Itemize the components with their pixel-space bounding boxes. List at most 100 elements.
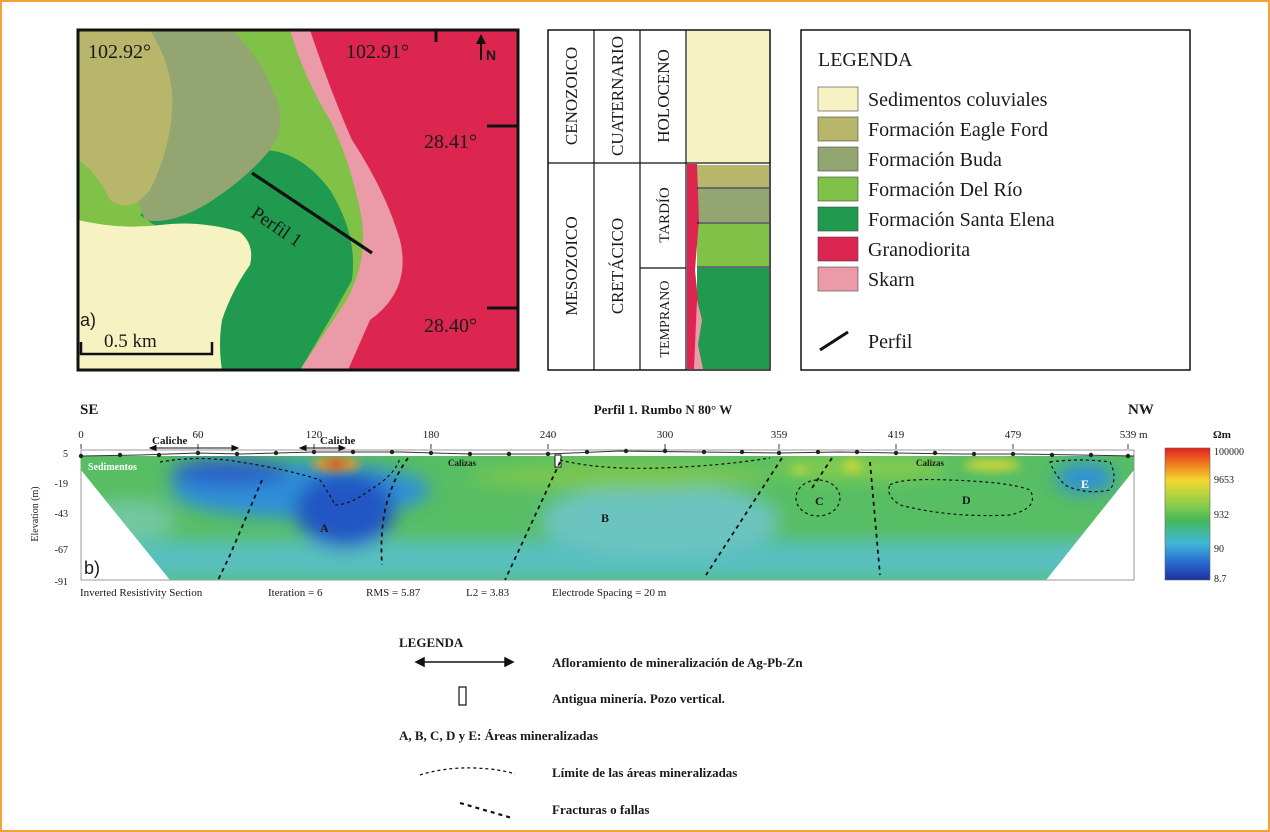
svg-text:RMS = 5.87: RMS = 5.87 (366, 587, 421, 599)
label-caliche-2: Caliche (320, 435, 356, 447)
dashed-boundary-icon (419, 767, 516, 776)
svg-text:120: 120 (306, 429, 323, 441)
svg-text:932: 932 (1214, 510, 1229, 521)
svg-text:90: 90 (1214, 544, 1224, 555)
bottom-legend-outcrop: Afloramiento de mineralización de Ag-Pb-… (552, 655, 803, 670)
section-surface (80, 450, 1135, 457)
section-panel-letter: b) (84, 558, 100, 578)
svg-text:-19: -19 (55, 479, 68, 490)
colorbar (1164, 447, 1211, 581)
svg-text:100000: 100000 (1214, 447, 1244, 458)
svg-text:-43: -43 (55, 509, 68, 520)
profile-line (251, 171, 373, 255)
map-coord-lat-top: 28.41° (424, 131, 477, 153)
strat-era-bottom: MESOZOICO (562, 216, 581, 315)
fractures (217, 457, 881, 581)
area-boundaries (159, 457, 1115, 517)
map-sedimentos (78, 220, 252, 370)
legend-item-buda: Formación Buda (868, 149, 1002, 171)
colorbar-unit: Ωm (1213, 429, 1231, 441)
area-label-c: C (815, 494, 824, 508)
north-label: N (486, 47, 496, 63)
north-arrow-icon (476, 34, 486, 60)
section-footer: Inverted Resistivity Section Iteration =… (80, 587, 667, 599)
svg-text:180: 180 (423, 429, 440, 441)
svg-text:0: 0 (78, 429, 84, 441)
area-label-a: A (320, 521, 329, 535)
mine-shaft-icon (554, 454, 562, 468)
section-y-ticks: 5 -19 -43 -67 -91 (55, 449, 68, 588)
section-x-ticks: 0 60 120 180 240 300 359 419 479 539 m (78, 429, 1148, 441)
section-dir-right: NW (1128, 402, 1154, 418)
strat-epoch-early: TEMPRANO (658, 280, 673, 357)
double-arrow-icon (414, 656, 515, 668)
svg-text:Inverted Resistivity Section: Inverted Resistivity Section (80, 587, 203, 599)
svg-text:8.7: 8.7 (1214, 574, 1227, 585)
svg-text:Iteration = 6: Iteration = 6 (268, 587, 323, 599)
legend-item-santa-elena: Formación Santa Elena (868, 209, 1055, 231)
svg-text:479: 479 (1005, 429, 1022, 441)
map-coord-lon-left: 102.92° (88, 41, 151, 63)
strat-column (547, 29, 771, 371)
map-coord-lat-bottom: 28.40° (424, 315, 477, 337)
area-label-e: E (1081, 477, 1089, 491)
legend-item-sedimentos: Sedimentos coluviales (868, 89, 1048, 111)
strat-period-top: CUATERNARIO (608, 36, 627, 156)
legend-profile-line-icon (819, 330, 849, 352)
map-ticks (434, 30, 518, 310)
legend-swatches (817, 86, 859, 292)
section-dir-left: SE (80, 402, 98, 418)
label-calizas-2: Calizas (916, 458, 944, 468)
svg-text:L2 = 3.83: L2 = 3.83 (466, 587, 510, 599)
bottom-legend-title: LEGENDA (399, 635, 464, 650)
bottom-legend-shaft: Antigua minería. Pozo vertical. (552, 691, 725, 706)
svg-text:60: 60 (193, 429, 205, 441)
legend-item-eagle-ford: Formación Eagle Ford (868, 119, 1048, 141)
legend-item-del-rio: Formación Del Río (868, 179, 1022, 201)
strat-era-top: CENOZOICO (562, 47, 581, 145)
legend-item-perfil: Perfil (868, 331, 913, 353)
scale-bar (79, 342, 214, 356)
svg-text:240: 240 (540, 429, 557, 441)
scale-label: 0.5 km (104, 331, 157, 352)
outcrop-arrows (148, 444, 347, 452)
svg-text:359: 359 (771, 429, 788, 441)
label-sedimentos: Sedimentos (88, 462, 137, 473)
section-ylabel: Elevation (m) (30, 486, 41, 541)
shaft-legend-icon (458, 686, 467, 706)
svg-text:-67: -67 (55, 545, 68, 556)
label-caliche-1: Caliche (152, 435, 188, 447)
svg-text:m: m (1139, 429, 1148, 441)
legend-title: LEGENDA (818, 49, 913, 71)
legend-item-granodiorita: Granodiorita (868, 239, 970, 261)
fault-icon (459, 801, 513, 820)
bottom-legend-faults: Fracturas o fallas (552, 802, 649, 817)
svg-text:9653: 9653 (1214, 475, 1234, 486)
colorbar-ticks: 100000 9653 932 90 8.7 (1214, 447, 1244, 585)
legend-item-skarn: Skarn (868, 269, 915, 291)
bottom-legend-areas: A, B, C, D y E: Áreas mineralizadas (399, 728, 598, 743)
map-eagle-ford (78, 30, 173, 206)
map-coord-lon-right: 102.91° (346, 41, 409, 63)
svg-text:5: 5 (63, 449, 68, 460)
svg-text:-91: -91 (55, 577, 68, 588)
electrodes (78, 448, 1131, 459)
strat-epoch-late: TARDÍO (656, 187, 673, 243)
resistivity-field (81, 456, 1134, 580)
legend-box (800, 29, 1191, 371)
svg-text:Electrode Spacing = 20 m: Electrode Spacing = 20 m (552, 587, 667, 599)
map-panel-letter: a) (80, 310, 96, 330)
label-calizas-1: Calizas (448, 458, 476, 468)
bottom-legend-boundary: Límite de las áreas mineralizadas (552, 765, 737, 780)
area-label-b: B (601, 511, 609, 525)
strat-epoch-top: HOLOCENO (654, 49, 673, 143)
section-title: Perfil 1. Rumbo N 80° W (594, 402, 733, 417)
map-border (76, 28, 520, 372)
geologic-map (78, 30, 518, 370)
svg-text:539: 539 (1120, 429, 1137, 441)
svg-text:419: 419 (888, 429, 905, 441)
svg-text:300: 300 (657, 429, 674, 441)
area-label-d: D (962, 493, 971, 507)
